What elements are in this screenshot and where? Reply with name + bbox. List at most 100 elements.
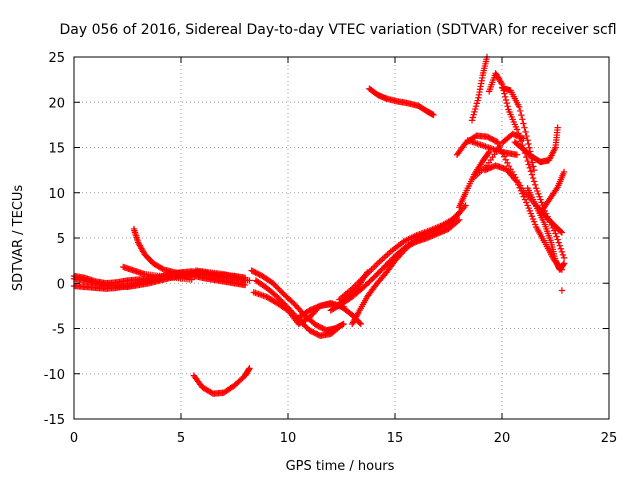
data-point xyxy=(335,324,342,331)
data-point xyxy=(472,103,480,110)
data-point xyxy=(454,217,462,225)
data-point xyxy=(558,287,566,294)
data-point xyxy=(560,260,568,267)
data-point xyxy=(246,365,253,372)
data-point xyxy=(456,209,463,216)
data-point xyxy=(531,181,539,189)
data-series xyxy=(494,140,566,236)
data-point xyxy=(521,124,528,131)
data-point xyxy=(538,199,545,206)
data-point xyxy=(503,99,511,107)
x-tick-label: 15 xyxy=(387,431,404,446)
data-point xyxy=(373,261,380,269)
data-series xyxy=(190,365,253,397)
data-point xyxy=(454,210,462,218)
data-point xyxy=(363,269,371,276)
data-series xyxy=(192,267,249,284)
data-point xyxy=(502,96,510,104)
data-point xyxy=(473,100,481,107)
y-tick-label: -15 xyxy=(44,413,65,428)
data-point xyxy=(182,271,189,278)
data-point xyxy=(356,319,363,327)
data-point xyxy=(340,320,347,328)
y-tick-label: 15 xyxy=(48,142,65,157)
data-point xyxy=(525,161,532,168)
data-point xyxy=(242,277,249,284)
data-series xyxy=(537,168,568,216)
x-tick-label: 25 xyxy=(601,431,618,446)
data-series xyxy=(558,287,566,294)
y-tick-label: -10 xyxy=(44,368,65,383)
y-axis-label: SDTVAR / TECUs xyxy=(11,185,26,292)
data-point xyxy=(497,79,505,86)
data-point xyxy=(555,239,562,246)
data-point xyxy=(516,107,524,115)
y-tick-label: -5 xyxy=(52,323,65,338)
data-point xyxy=(533,185,540,192)
data-point xyxy=(560,254,568,262)
data-point xyxy=(523,199,530,206)
data-point xyxy=(559,251,567,259)
data-point xyxy=(554,124,561,131)
data-point xyxy=(523,132,530,140)
data-point xyxy=(554,236,561,243)
data-point xyxy=(468,117,476,124)
x-tick-label: 10 xyxy=(280,431,297,446)
data-point xyxy=(513,126,521,133)
data-point xyxy=(504,159,511,167)
data-series xyxy=(295,300,364,328)
data-point xyxy=(528,171,536,178)
data-point xyxy=(530,166,538,174)
data-point xyxy=(530,178,538,185)
data-point xyxy=(485,149,492,157)
data-point xyxy=(515,103,523,110)
data-series xyxy=(349,209,463,328)
data-point xyxy=(374,260,382,267)
data-point xyxy=(515,130,522,137)
data-point xyxy=(382,252,390,260)
data-point xyxy=(462,202,469,209)
data-series xyxy=(252,277,343,339)
grid-lines xyxy=(74,57,609,419)
data-point xyxy=(525,140,532,148)
y-tick-label: 5 xyxy=(57,232,65,247)
data-point xyxy=(552,230,559,237)
data-series xyxy=(366,85,437,119)
data-point xyxy=(517,138,525,145)
data-point xyxy=(502,93,509,101)
data-point xyxy=(188,276,195,283)
data-point xyxy=(504,103,511,110)
y-tick-label: 0 xyxy=(57,277,65,292)
data-series xyxy=(453,132,501,158)
data-point xyxy=(336,323,343,330)
data-point xyxy=(526,164,534,172)
data-point xyxy=(558,248,566,256)
data-point xyxy=(527,168,535,175)
chart-title: Day 056 of 2016, Sidereal Day-to-day VTE… xyxy=(59,22,616,38)
data-point xyxy=(518,111,525,119)
data-point xyxy=(470,111,477,118)
data-point xyxy=(524,157,531,165)
data-point xyxy=(522,128,529,136)
data-point xyxy=(553,233,560,240)
data-point xyxy=(526,144,533,151)
data-point xyxy=(502,156,509,163)
data-point xyxy=(379,255,386,263)
data-point xyxy=(369,264,377,272)
x-tick-label: 5 xyxy=(177,431,185,446)
data-point xyxy=(371,263,378,270)
data-point xyxy=(472,105,479,113)
data-point xyxy=(529,174,537,182)
data-point xyxy=(474,97,481,104)
data-point xyxy=(513,151,521,158)
data-series xyxy=(120,263,195,283)
data-series xyxy=(334,269,371,310)
data-points xyxy=(70,53,568,397)
axis-ticks: 0 5 10 15 20 25 -15 -10 -5 0 5 10 15 20 25 xyxy=(44,51,618,446)
data-series xyxy=(524,185,568,273)
data-point xyxy=(381,254,388,261)
data-point xyxy=(377,257,385,264)
data-series xyxy=(468,53,491,124)
data-point xyxy=(537,196,544,203)
